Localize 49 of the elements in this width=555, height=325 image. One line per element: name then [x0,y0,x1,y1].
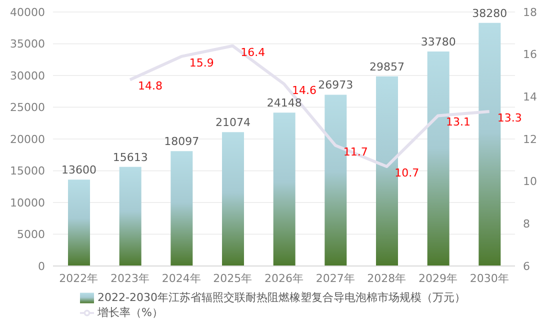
bar [170,151,193,266]
data-label: 13.1 [446,116,470,129]
data-label: 15.9 [189,56,214,70]
data-label: 21074 [216,116,250,130]
data-label: 14.6 [292,84,316,97]
data-label: 15613 [112,150,148,164]
x-tick-label: 2028年 [367,272,406,285]
y-tick-label: 20000 [10,132,45,146]
bar [273,112,296,266]
bar [68,180,90,266]
data-label: 13600 [62,164,96,177]
y2-tick-label: 16 [523,48,537,62]
data-label: 11.7 [343,145,368,158]
data-label: 14.8 [138,80,162,93]
data-label: 13.3 [497,111,522,124]
data-label: 18097 [164,135,200,148]
data-label: 29857 [370,60,404,74]
y-tick-label: 0 [38,260,45,273]
data-label: 38280 [472,6,508,20]
y2-tick-label: 12 [523,132,537,146]
data-label: 24148 [266,96,302,110]
data-label: 26973 [318,78,354,92]
x-tick-label: 2030年 [470,272,509,285]
y2-tick-label: 6 [523,260,530,273]
x-tick-label: 2026年 [264,272,304,285]
y2-tick-label: 10 [523,175,537,188]
x-tick-label: 2025年 [213,272,252,285]
y2-tick-label: 8 [523,218,530,231]
data-label: 10.7 [394,166,420,180]
y-tick-label: 5000 [17,228,45,242]
y2-tick-label: 14 [523,90,537,104]
x-tick-label: 2024年 [162,272,201,285]
x-tick-label: 2022年 [59,272,98,285]
x-tick-label: 2029年 [418,272,458,285]
data-label: 16.4 [240,46,266,59]
y-tick-label: 10000 [10,196,45,210]
y-tick-label: 40000 [10,6,45,19]
y-tick-label: 25000 [10,101,45,114]
y-tick-label: 30000 [10,69,45,82]
x-tick-label: 2023年 [110,272,150,285]
bar [119,166,142,266]
y2-tick-label: 18 [523,6,537,19]
data-label: 33780 [420,35,456,48]
y-tick-label: 35000 [10,38,45,51]
bar [222,132,244,266]
y-tick-label: 15000 [10,164,45,178]
legend-label: 2022-2030年江苏省辐照交联耐热阻燃橡塑复合导电泡棉市场规模（万元） [98,291,466,304]
x-tick-label: 2027年 [316,272,355,285]
legend-label: 增长率（%） [98,306,163,319]
